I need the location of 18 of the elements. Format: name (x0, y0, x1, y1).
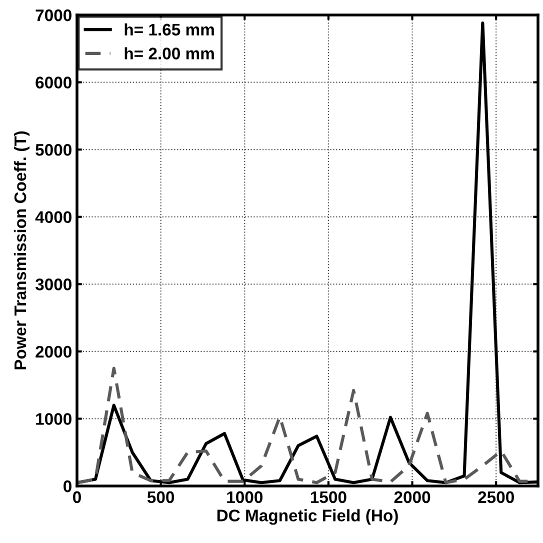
y-tick-label: 5000 (36, 144, 72, 156)
y-axis-title: Power Transmission Coeff. (T) (14, 131, 30, 370)
y-tick-label: 0 (64, 480, 72, 492)
x-tick-label: 500 (147, 491, 174, 504)
x-tick-label: 1000 (227, 491, 262, 504)
x-tick-label: 2000 (394, 491, 430, 504)
x-tick-label: 1500 (310, 491, 346, 504)
x-axis-title: DC Magnetic Field (Ho) (217, 509, 398, 525)
x-tick-label: 0 (73, 491, 81, 504)
y-tick-label: 1000 (36, 413, 72, 425)
y-tick-label: 2000 (36, 346, 72, 358)
x-tick-label: 2500 (478, 491, 514, 504)
y-tick-label: 3000 (35, 278, 72, 290)
legend-label: h= 1.65 mm (124, 23, 214, 36)
y-tick-label: 4000 (35, 211, 72, 224)
y-tick-label: 7000 (36, 9, 72, 22)
legend-label: h= 2.00 mm (124, 47, 214, 60)
y-tick-label: 6000 (36, 76, 72, 88)
